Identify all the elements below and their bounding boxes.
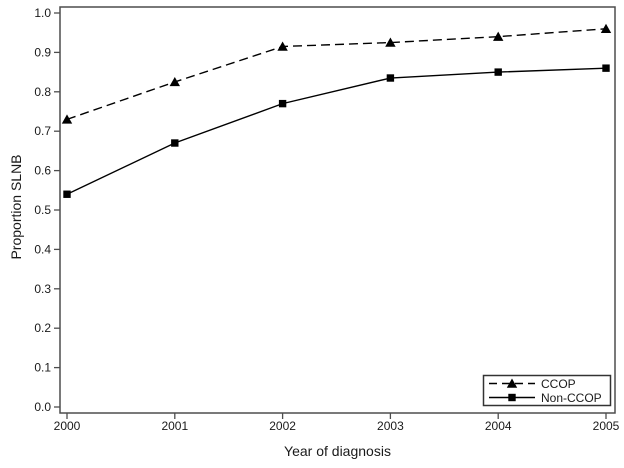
series-ccop-marker	[600, 23, 612, 33]
y-tick-label: 0.0	[34, 400, 51, 414]
y-axis: 0.0 0.1 0.2 0.3 0.4 0.5 0.6 0.7 0.8 0.9 1.0	[34, 6, 60, 414]
x-tick-label: 2003	[377, 419, 404, 433]
legend-label: CCOP	[541, 377, 576, 391]
series-ccop	[61, 23, 612, 124]
y-axis-title: Proportion SLNB	[8, 154, 24, 260]
y-tick-label: 0.2	[34, 321, 51, 335]
series-non-ccop-marker	[602, 64, 610, 72]
series-ccop-marker	[61, 114, 73, 124]
series-ccop-line	[66, 28, 607, 121]
x-tick-label: 2001	[161, 419, 188, 433]
y-tick-label: 0.5	[34, 203, 51, 217]
series-non-ccop-marker	[386, 74, 395, 82]
y-tick-label: 0.7	[34, 124, 51, 138]
x-tick-label: 2000	[54, 419, 81, 433]
x-tick-label: 2005	[593, 419, 620, 433]
plot-frame	[59, 6, 616, 414]
y-tick-label: 1.0	[34, 6, 51, 20]
legend-label: Non-CCOP	[541, 391, 602, 405]
legend-entry-ccop: CCOP	[489, 377, 576, 391]
series-non-ccop-marker	[494, 68, 502, 76]
series-ccop-marker	[169, 76, 180, 87]
series-non-ccop-marker	[278, 99, 287, 108]
y-tick-label: 0.6	[34, 164, 51, 178]
legend-entry-non-ccop: Non-CCOP	[489, 391, 602, 405]
series-non-ccop-marker	[171, 139, 179, 147]
series-ccop-marker	[493, 31, 504, 41]
series-non-ccop-marker	[63, 190, 71, 198]
y-tick-label: 0.8	[34, 85, 51, 99]
series-non-ccop	[63, 64, 610, 198]
x-tick-label: 2002	[269, 419, 296, 433]
y-tick-label: 0.3	[34, 282, 51, 296]
series-non-ccop-line	[66, 67, 607, 195]
y-tick-label: 0.1	[34, 361, 51, 375]
legend-marker-triangle	[506, 378, 518, 388]
y-tick-label: 0.4	[34, 242, 51, 256]
legend-marker-square	[508, 393, 516, 402]
x-axis: 2000 2001 2002 2003 2004 2005	[54, 413, 620, 433]
x-tick-label: 2004	[485, 419, 512, 433]
x-axis-title: Year of diagnosis	[284, 443, 391, 459]
y-tick-label: 0.9	[34, 45, 51, 59]
series-ccop-marker	[385, 37, 396, 47]
legend-box	[482, 374, 612, 407]
series-ccop-marker	[277, 41, 288, 51]
